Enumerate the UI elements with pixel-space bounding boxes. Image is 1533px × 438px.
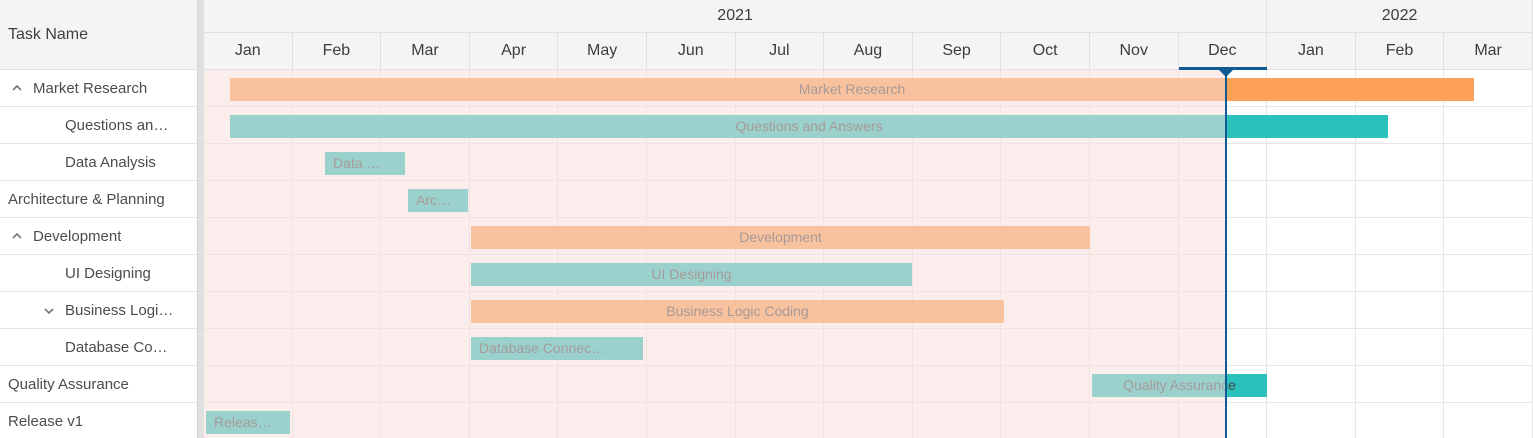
task-grid-header: Task Name — [0, 0, 197, 70]
gantt-taskbar[interactable]: Releas… — [206, 411, 290, 434]
task-name-label: Development — [33, 227, 122, 245]
task-row[interactable]: Data Analysis — [0, 144, 197, 181]
task-name-label: UI Designing — [65, 264, 151, 282]
task-name-label: Quality Assurance — [8, 375, 129, 393]
month-cell: Jul — [736, 33, 825, 69]
month-cell: Feb — [293, 33, 382, 69]
month-cell: Nov — [1090, 33, 1179, 69]
task-row[interactable]: Release v1 — [0, 403, 197, 438]
chart-row — [204, 403, 1533, 438]
month-cell: May — [558, 33, 647, 69]
task-name-label: Market Research — [33, 79, 148, 97]
task-row[interactable]: UI Designing — [0, 255, 197, 292]
gantt-chart-panel: 2021 2022 Jan Feb Mar Apr May Jun Jul Aug Sep Oct N… — [204, 0, 1533, 438]
chevron-up-icon[interactable] — [10, 82, 23, 95]
task-row[interactable]: Development — [0, 218, 197, 255]
gantt-taskbar[interactable]: Database Connec… — [471, 337, 643, 360]
month-gridline — [1266, 70, 1268, 438]
active-month-underline — [1178, 67, 1268, 70]
month-gridline — [1354, 70, 1356, 438]
gantt-taskbar[interactable]: UI Designing — [471, 263, 912, 286]
chart-row — [204, 366, 1533, 403]
year-cell: 2021 — [204, 0, 1268, 32]
task-row[interactable]: Architecture & Planning — [0, 181, 197, 218]
month-gridline — [1443, 70, 1445, 438]
chart-body: Market Research Questions and Answers Data… — [204, 70, 1533, 438]
month-cell: Oct — [1001, 33, 1090, 69]
month-cell: Aug — [824, 33, 913, 69]
task-name-label: Questions an… — [65, 116, 169, 134]
task-name-label: Architecture & Planning — [8, 190, 165, 208]
month-row: Jan Feb Mar Apr May Jun Jul Aug Sep Oct Nov Dec Jan F… — [204, 33, 1533, 69]
month-cell: Jan — [1267, 33, 1356, 69]
chart-row — [204, 181, 1533, 218]
task-name-label: Data Analysis — [65, 153, 156, 171]
month-cell: Jan — [204, 33, 293, 69]
month-cell: Dec — [1179, 33, 1268, 69]
task-row[interactable]: Business Logi… — [0, 292, 197, 329]
month-cell: Mar — [1444, 33, 1533, 69]
month-cell: Apr — [470, 33, 559, 69]
year-cell: 2022 — [1267, 0, 1533, 32]
task-grid-body: Market Research Questions an… Data Analysi… — [0, 70, 197, 438]
chevron-down-icon[interactable] — [42, 304, 55, 317]
timeline-header: 2021 2022 Jan Feb Mar Apr May Jun Jul Aug Sep Oct N… — [204, 0, 1533, 70]
task-row[interactable]: Questions an… — [0, 107, 197, 144]
year-row: 2021 2022 — [204, 0, 1533, 33]
task-name-label: Release v1 — [8, 412, 84, 430]
month-cell: Feb — [1356, 33, 1445, 69]
gantt-taskbar[interactable]: Arc… — [408, 189, 468, 212]
gantt-taskbar[interactable]: Data … — [325, 152, 405, 175]
gantt-taskbar[interactable]: Development — [471, 226, 1090, 249]
month-cell: Sep — [913, 33, 1002, 69]
chevron-up-icon[interactable] — [10, 230, 23, 243]
task-name-label: Database Co… — [65, 338, 168, 356]
task-row[interactable]: Quality Assurance — [0, 366, 197, 403]
task-name-column-header: Task Name — [8, 25, 89, 43]
task-grid-panel: Task Name Market Research Questions an… Da… — [0, 0, 197, 438]
month-cell: Mar — [381, 33, 470, 69]
splitter-handle[interactable] — [197, 0, 204, 438]
gantt-taskbar[interactable]: Quality Assurance — [1092, 374, 1267, 397]
month-cell: Jun — [647, 33, 736, 69]
chart-row — [204, 329, 1533, 366]
gantt-taskbar[interactable]: Market Research — [230, 78, 1474, 101]
gantt-taskbar[interactable]: Questions and Answers — [230, 115, 1388, 138]
task-row[interactable]: Market Research — [0, 70, 197, 107]
task-name-label: Business Logi… — [65, 301, 174, 319]
task-row[interactable]: Database Co… — [0, 329, 197, 366]
gantt-taskbar[interactable]: Business Logic Coding — [471, 300, 1004, 323]
